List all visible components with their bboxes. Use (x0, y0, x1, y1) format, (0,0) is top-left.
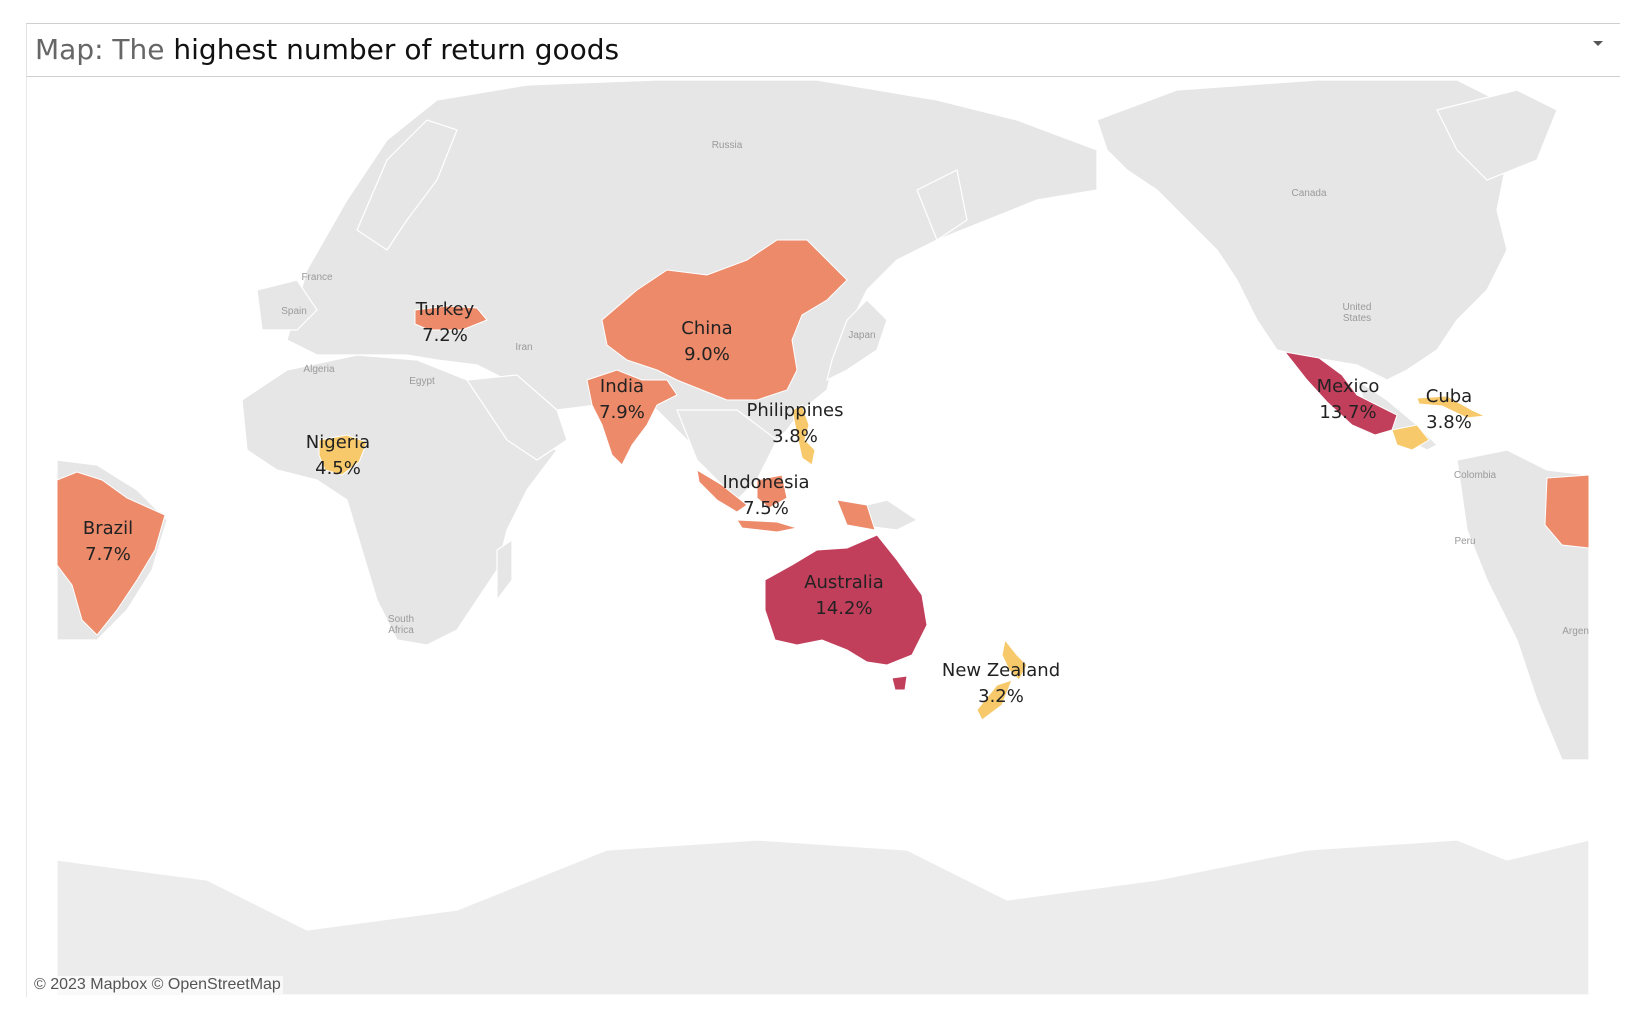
country-label-philippines[interactable]: Philippines 3.8% (747, 398, 844, 450)
place-label: United States (1342, 302, 1372, 324)
land-antarctica (57, 839, 1589, 995)
country-brazil-wrap (1544, 474, 1589, 549)
land-se-asia (676, 409, 778, 501)
country-value: 9.0% (684, 344, 730, 365)
country-label-australia[interactable]: Australia 14.2% (804, 570, 884, 622)
land-madagascar (496, 538, 513, 602)
country-name: Brazil (82, 518, 134, 539)
country-name: Turkey (415, 299, 475, 320)
country-name: India (599, 376, 645, 397)
country-value: 3.8% (1426, 412, 1472, 433)
place-label: Egypt (409, 376, 435, 387)
country-cuba-region (1391, 424, 1430, 451)
country-label-china[interactable]: China 9.0% (681, 316, 732, 368)
country-name: Philippines (746, 400, 844, 421)
country-value: 3.2% (978, 686, 1024, 707)
country-australia (764, 534, 928, 666)
world-map[interactable]: Russia Canada United States France Spain… (57, 80, 1589, 995)
country-china (601, 239, 848, 401)
land-africa (241, 354, 558, 646)
country-value: 14.2% (815, 598, 873, 619)
country-name: Australia (804, 572, 884, 593)
place-label: Colombia (1453, 470, 1497, 481)
place-label: Peru (1454, 536, 1476, 547)
country-value: 7.9% (599, 402, 645, 423)
country-philippines (791, 404, 816, 466)
land-greenland (1436, 89, 1558, 181)
place-label: Algeria (303, 364, 335, 375)
country-label-nigeria[interactable]: Nigeria 4.5% (306, 430, 370, 482)
country-value: 3.8% (772, 426, 818, 447)
country-new-zealand-north (1001, 638, 1028, 681)
country-mexico (1283, 351, 1398, 436)
country-name: Nigeria (305, 432, 371, 453)
country-value: 4.5% (315, 458, 361, 479)
dropdown-icon[interactable] (1588, 34, 1608, 54)
place-label: Argent (1562, 626, 1589, 637)
country-label-indonesia[interactable]: Indonesia 7.5% (722, 470, 809, 522)
country-tasmania (891, 675, 908, 691)
title-prefix: Map: The (35, 33, 165, 66)
country-india (586, 369, 678, 466)
country-new-zealand-south (976, 679, 1013, 721)
place-label: Canada (1291, 188, 1327, 199)
country-value: 13.7% (1319, 402, 1377, 423)
country-label-brazil[interactable]: Brazil 7.7% (83, 516, 133, 568)
country-name: Indonesia (722, 472, 810, 493)
land-scandinavia (356, 119, 458, 251)
country-value: 7.7% (85, 544, 131, 565)
highlighted-countries (57, 239, 1589, 721)
country-value: 7.2% (422, 325, 468, 346)
country-indonesia-d (836, 499, 876, 531)
left-rule (26, 77, 27, 997)
title-bar: Map: The highest number of return goods (26, 23, 1620, 77)
country-indonesia-a (696, 469, 748, 513)
land-iberia (256, 279, 318, 331)
country-indonesia-b (736, 519, 798, 533)
country-label-india[interactable]: India 7.9% (599, 374, 645, 426)
place-label: France (301, 272, 333, 283)
country-turkey (414, 305, 488, 331)
country-brazil (57, 471, 166, 636)
country-nigeria (318, 434, 368, 476)
country-name: China (681, 318, 733, 339)
land-arabia (465, 374, 568, 461)
place-label: Iran (515, 342, 533, 353)
country-cuba (1416, 395, 1487, 419)
map-attribution[interactable]: © 2023 Mapbox © OpenStreetMap (32, 976, 283, 994)
map-title: Map: The highest number of return goods (35, 32, 619, 68)
land-japan (826, 299, 888, 382)
country-value: 7.5% (743, 498, 789, 519)
country-label-mexico[interactable]: Mexico 13.7% (1317, 374, 1380, 426)
country-label-turkey[interactable]: Turkey 7.2% (416, 297, 475, 349)
land-kamchatka (916, 169, 968, 241)
place-label: Russia (711, 140, 743, 151)
place-label: Japan (848, 330, 876, 341)
map-canvas (57, 80, 1589, 995)
country-indonesia-c (756, 474, 788, 509)
place-label: South Africa (387, 614, 415, 636)
country-label-cuba[interactable]: Cuba 3.8% (1426, 384, 1472, 436)
country-label-new-zealand[interactable]: New Zealand 3.2% (942, 658, 1060, 710)
country-name: Mexico (1316, 376, 1380, 397)
title-main: highest number of return goods (173, 33, 620, 66)
base-land (57, 80, 1589, 995)
country-name: New Zealand (941, 660, 1061, 681)
place-label: Spain (281, 306, 307, 317)
country-name: Cuba (1425, 386, 1473, 407)
